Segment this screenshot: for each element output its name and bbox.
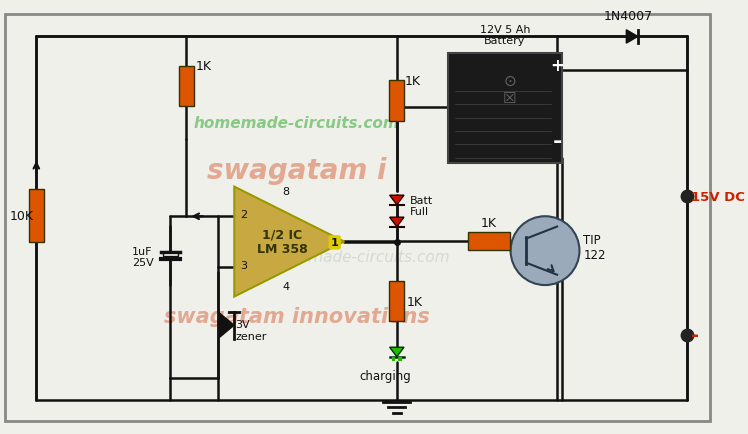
Text: Batt
Full: Batt Full — [410, 195, 433, 217]
Text: swagatam innovations: swagatam innovations — [164, 306, 429, 326]
Text: homemade-circuits.com: homemade-circuits.com — [194, 116, 399, 131]
Polygon shape — [626, 31, 638, 44]
Bar — [398, 357, 402, 361]
Text: ⊙
☒: ⊙ ☒ — [503, 74, 516, 106]
Bar — [468, 233, 509, 250]
Text: TIP
122: TIP 122 — [583, 234, 606, 262]
Text: -: - — [691, 326, 699, 345]
Text: 1K: 1K — [196, 60, 212, 73]
Polygon shape — [390, 196, 404, 205]
Polygon shape — [390, 347, 404, 357]
Text: 1K: 1K — [406, 295, 423, 308]
Text: 10K: 10K — [10, 209, 34, 222]
Text: 1N4007: 1N4007 — [604, 10, 653, 23]
Text: 1K: 1K — [405, 75, 420, 88]
Text: -: - — [553, 132, 562, 152]
Polygon shape — [390, 218, 404, 227]
Bar — [389, 282, 405, 322]
Text: homemade-circuits.com: homemade-circuits.com — [266, 249, 450, 264]
Polygon shape — [234, 187, 344, 297]
Bar — [392, 357, 396, 361]
Text: 1uF
25V: 1uF 25V — [132, 246, 153, 267]
Text: +: + — [551, 57, 565, 75]
Bar — [179, 67, 194, 107]
Text: swagatam i: swagatam i — [206, 157, 386, 185]
Circle shape — [511, 217, 580, 286]
Bar — [389, 81, 405, 122]
Text: 1K: 1K — [481, 216, 497, 229]
Text: charging: charging — [360, 369, 411, 382]
Text: 8: 8 — [282, 187, 289, 197]
Text: 3V
zener: 3V zener — [235, 319, 266, 341]
Text: 1/2 IC
LM 358: 1/2 IC LM 358 — [257, 227, 307, 256]
Text: 15V DC: 15V DC — [691, 190, 745, 203]
Bar — [447, 53, 562, 163]
Text: 3: 3 — [240, 260, 247, 270]
Text: 4: 4 — [282, 281, 289, 291]
Text: 2: 2 — [240, 210, 247, 220]
Text: 1: 1 — [331, 238, 339, 248]
Polygon shape — [218, 312, 234, 339]
Bar — [28, 190, 44, 242]
Text: 12V 5 Ah
Battery: 12V 5 Ah Battery — [479, 24, 530, 46]
Bar — [162, 253, 178, 257]
